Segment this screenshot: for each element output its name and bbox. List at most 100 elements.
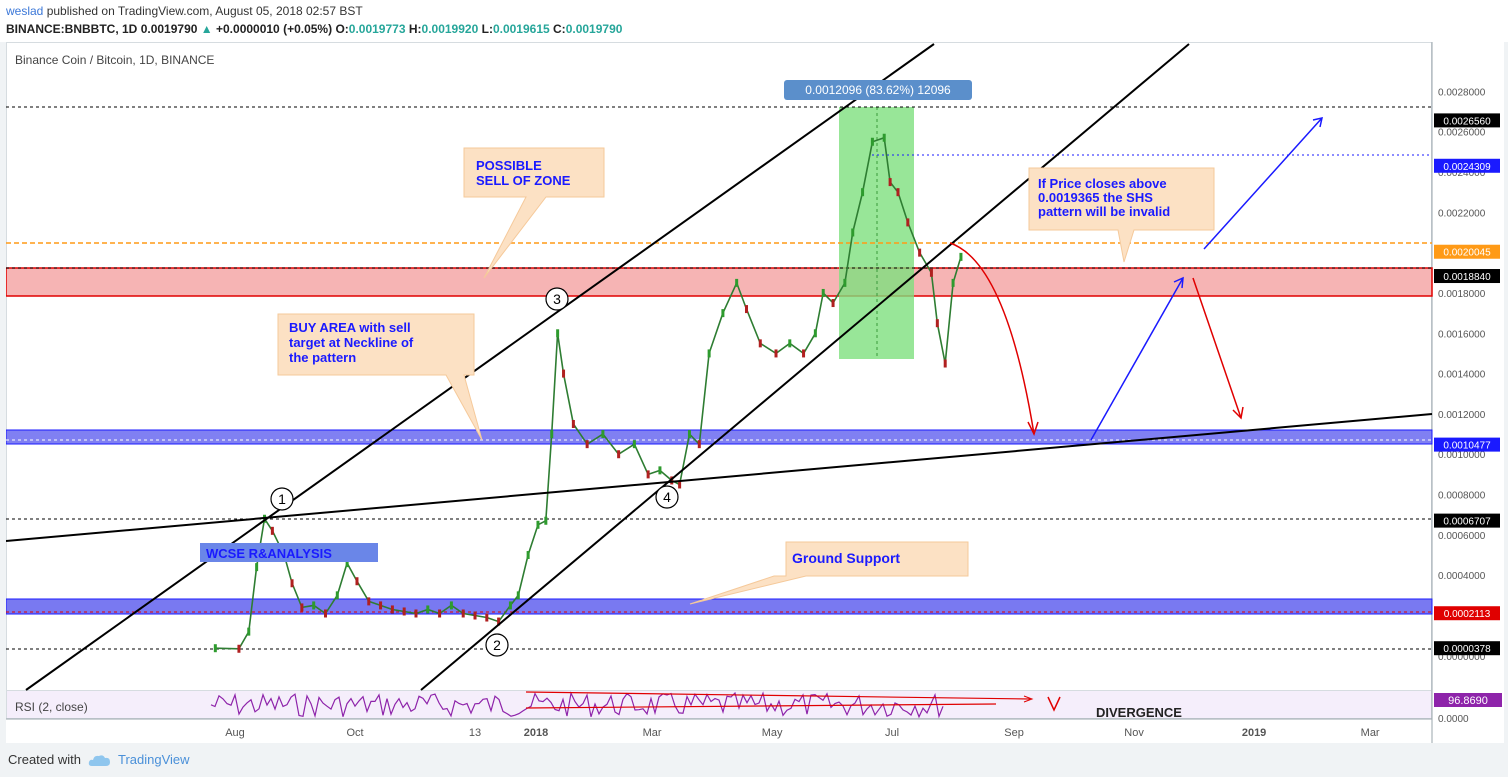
channel-lower-line	[420, 43, 1190, 691]
price-point	[821, 288, 825, 297]
low-label: L:	[481, 22, 493, 36]
price-point	[658, 466, 662, 475]
price-point	[687, 430, 691, 439]
author-link[interactable]: weslad	[6, 4, 44, 18]
price-label-box	[1434, 158, 1500, 173]
red-projection-curve	[949, 242, 1035, 435]
price-point	[632, 440, 636, 449]
up-triangle-icon: ▲	[200, 22, 213, 36]
ohlc-line: BINANCE:BNBBTC, 1D 0.0019790 ▲ +0.000001…	[6, 22, 622, 36]
wave-point-2: 2	[485, 633, 509, 657]
low-value: 0.0019615	[492, 22, 550, 36]
wave-point-4: 4	[655, 485, 679, 509]
header-bar: weslad published on TradingView.com, Aug…	[0, 0, 1508, 42]
invalid-note-text: If Price closes above 0.0019365 the SHS pa…	[1038, 176, 1170, 219]
change-value: +0.0000010 (+0.05%)	[216, 22, 333, 36]
wave-point-4-label: 4	[663, 489, 671, 505]
blue-arrowhead-1	[1173, 276, 1184, 289]
price-label-text: 0.0000378	[1443, 644, 1491, 655]
price-tick-label: 0.0016000	[1438, 329, 1486, 340]
tradingview-cloud-icon[interactable]	[88, 753, 112, 767]
rsi-arrowhead	[1023, 695, 1034, 703]
symbol-label: BINANCE:BNBBTC, 1D	[6, 22, 138, 36]
price-point	[896, 188, 900, 197]
price-point	[508, 601, 512, 610]
time-tick-label: Aug	[225, 727, 245, 739]
price-axis-labels: 0.0026560 0.0024309 0.0020045 0.0018840 0.00…	[1434, 113, 1500, 656]
price-point	[449, 601, 453, 610]
price-point	[290, 579, 294, 588]
price-point	[870, 137, 874, 146]
rsi-divergence-line-2	[525, 703, 997, 709]
price-point	[802, 349, 806, 358]
price-tick-label: 0.0000000	[1438, 652, 1486, 663]
ground-support-callout	[689, 541, 969, 605]
buy-area-text: BUY AREA with sell target at Neckline of t…	[289, 320, 414, 365]
price-point	[556, 329, 560, 338]
time-tick-label: Mar	[1361, 727, 1380, 739]
price-label-text: 0.0026560	[1443, 116, 1491, 127]
chart-title: Binance Coin / Bitcoin, 1D, BINANCE	[15, 53, 214, 67]
price-point	[485, 613, 489, 622]
rsi-value-label: 96.8690	[1448, 695, 1488, 707]
last-price: 0.0019790	[140, 22, 198, 36]
price-point	[906, 218, 910, 227]
price-point	[461, 609, 465, 618]
price-point	[402, 607, 406, 616]
high-label: H:	[408, 22, 422, 36]
price-label-text: 0.0010477	[1443, 441, 1491, 452]
sell-zone-callout	[463, 147, 605, 279]
time-tick-label: Oct	[346, 727, 363, 739]
price-point	[888, 178, 892, 187]
open-value: 0.0019773	[348, 22, 406, 36]
wave-point-3-label: 3	[553, 291, 561, 307]
price-point	[414, 609, 418, 618]
sell-zone-band	[6, 267, 1433, 297]
created-with-text: Created with	[8, 752, 81, 767]
price-tick-label: 0.0026000	[1438, 128, 1486, 139]
price-point	[929, 268, 933, 277]
wave-point-1-label: 1	[278, 491, 286, 507]
price-point	[526, 551, 530, 560]
wave-point-1: 1	[270, 487, 294, 511]
sell-zone-text-1: POSSIBLE SELL OF ZONE	[476, 158, 571, 188]
price-point	[426, 605, 430, 614]
time-axis-ticks: Aug Oct 13 2018 Mar May Jul Sep Nov 2019 Mar	[225, 727, 1380, 739]
wave-point-3: 3	[545, 287, 569, 311]
price-label-text: 0.0002113	[1444, 609, 1491, 620]
price-point	[473, 611, 477, 620]
price-point	[585, 440, 589, 449]
price-point	[300, 603, 304, 612]
chart-svg[interactable]: POSSIBLE SELL OF ZONE BUY AREA with sell t…	[6, 42, 1504, 743]
price-point	[959, 252, 963, 261]
measure-label-text: 0.0012096 (83.62%) 12096	[805, 83, 951, 97]
price-tick-label: 0.0010000	[1438, 450, 1486, 461]
time-tick-label: Sep	[1004, 727, 1024, 739]
neckline-line	[6, 413, 1433, 542]
price-axis-ticks: 0.0028000 0.0026000 0.0024000 0.0022000 0.00…	[1438, 87, 1486, 662]
blue-projection-line-2	[1203, 117, 1323, 250]
time-tick-label: Nov	[1124, 727, 1144, 739]
price-point	[562, 369, 566, 378]
rsi-series-line	[210, 691, 944, 719]
main-pane	[6, 42, 1432, 691]
price-label-text: 0.0020045	[1443, 248, 1491, 259]
ground-support-text: Ground Support	[792, 550, 900, 566]
close-value: 0.0019790	[565, 22, 623, 36]
price-point	[516, 591, 520, 600]
price-point	[851, 228, 855, 237]
price-tick-label: 0.0022000	[1438, 208, 1486, 219]
high-value: 0.0019920	[421, 22, 479, 36]
price-point	[831, 299, 835, 308]
price-point	[697, 440, 701, 449]
price-label-text: 0.0024309	[1443, 162, 1491, 173]
price-point	[721, 309, 725, 318]
price-point	[951, 278, 955, 287]
price-point	[335, 591, 339, 600]
invalid-note-callout	[1028, 167, 1215, 263]
blue-arrowhead-2	[1312, 117, 1323, 128]
wave-point-1-circle	[270, 487, 294, 511]
price-label-box	[1434, 113, 1500, 128]
tradingview-link[interactable]: TradingView	[118, 752, 190, 767]
chart-area[interactable]: POSSIBLE SELL OF ZONE BUY AREA with sell t…	[6, 42, 1504, 743]
